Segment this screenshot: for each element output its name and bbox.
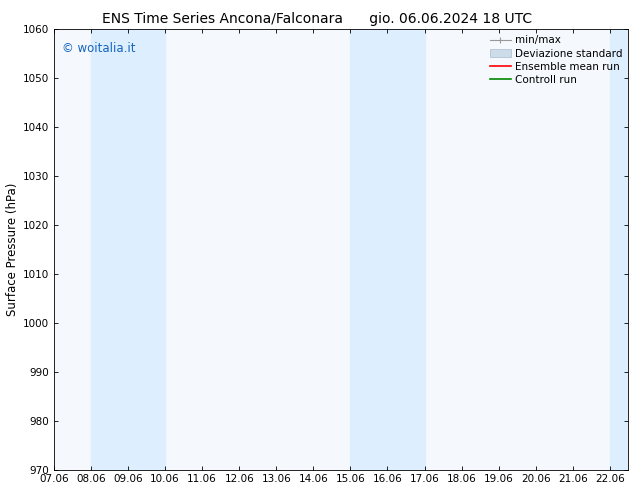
Legend: min/max, Deviazione standard, Ensemble mean run, Controll run: min/max, Deviazione standard, Ensemble m… xyxy=(486,31,626,89)
Bar xyxy=(351,29,425,469)
Y-axis label: Surface Pressure (hPa): Surface Pressure (hPa) xyxy=(6,183,18,316)
Text: © woitalia.it: © woitalia.it xyxy=(63,42,136,55)
Text: ENS Time Series Ancona/Falconara      gio. 06.06.2024 18 UTC: ENS Time Series Ancona/Falconara gio. 06… xyxy=(102,12,532,26)
Bar xyxy=(91,29,165,469)
Bar xyxy=(610,29,628,469)
